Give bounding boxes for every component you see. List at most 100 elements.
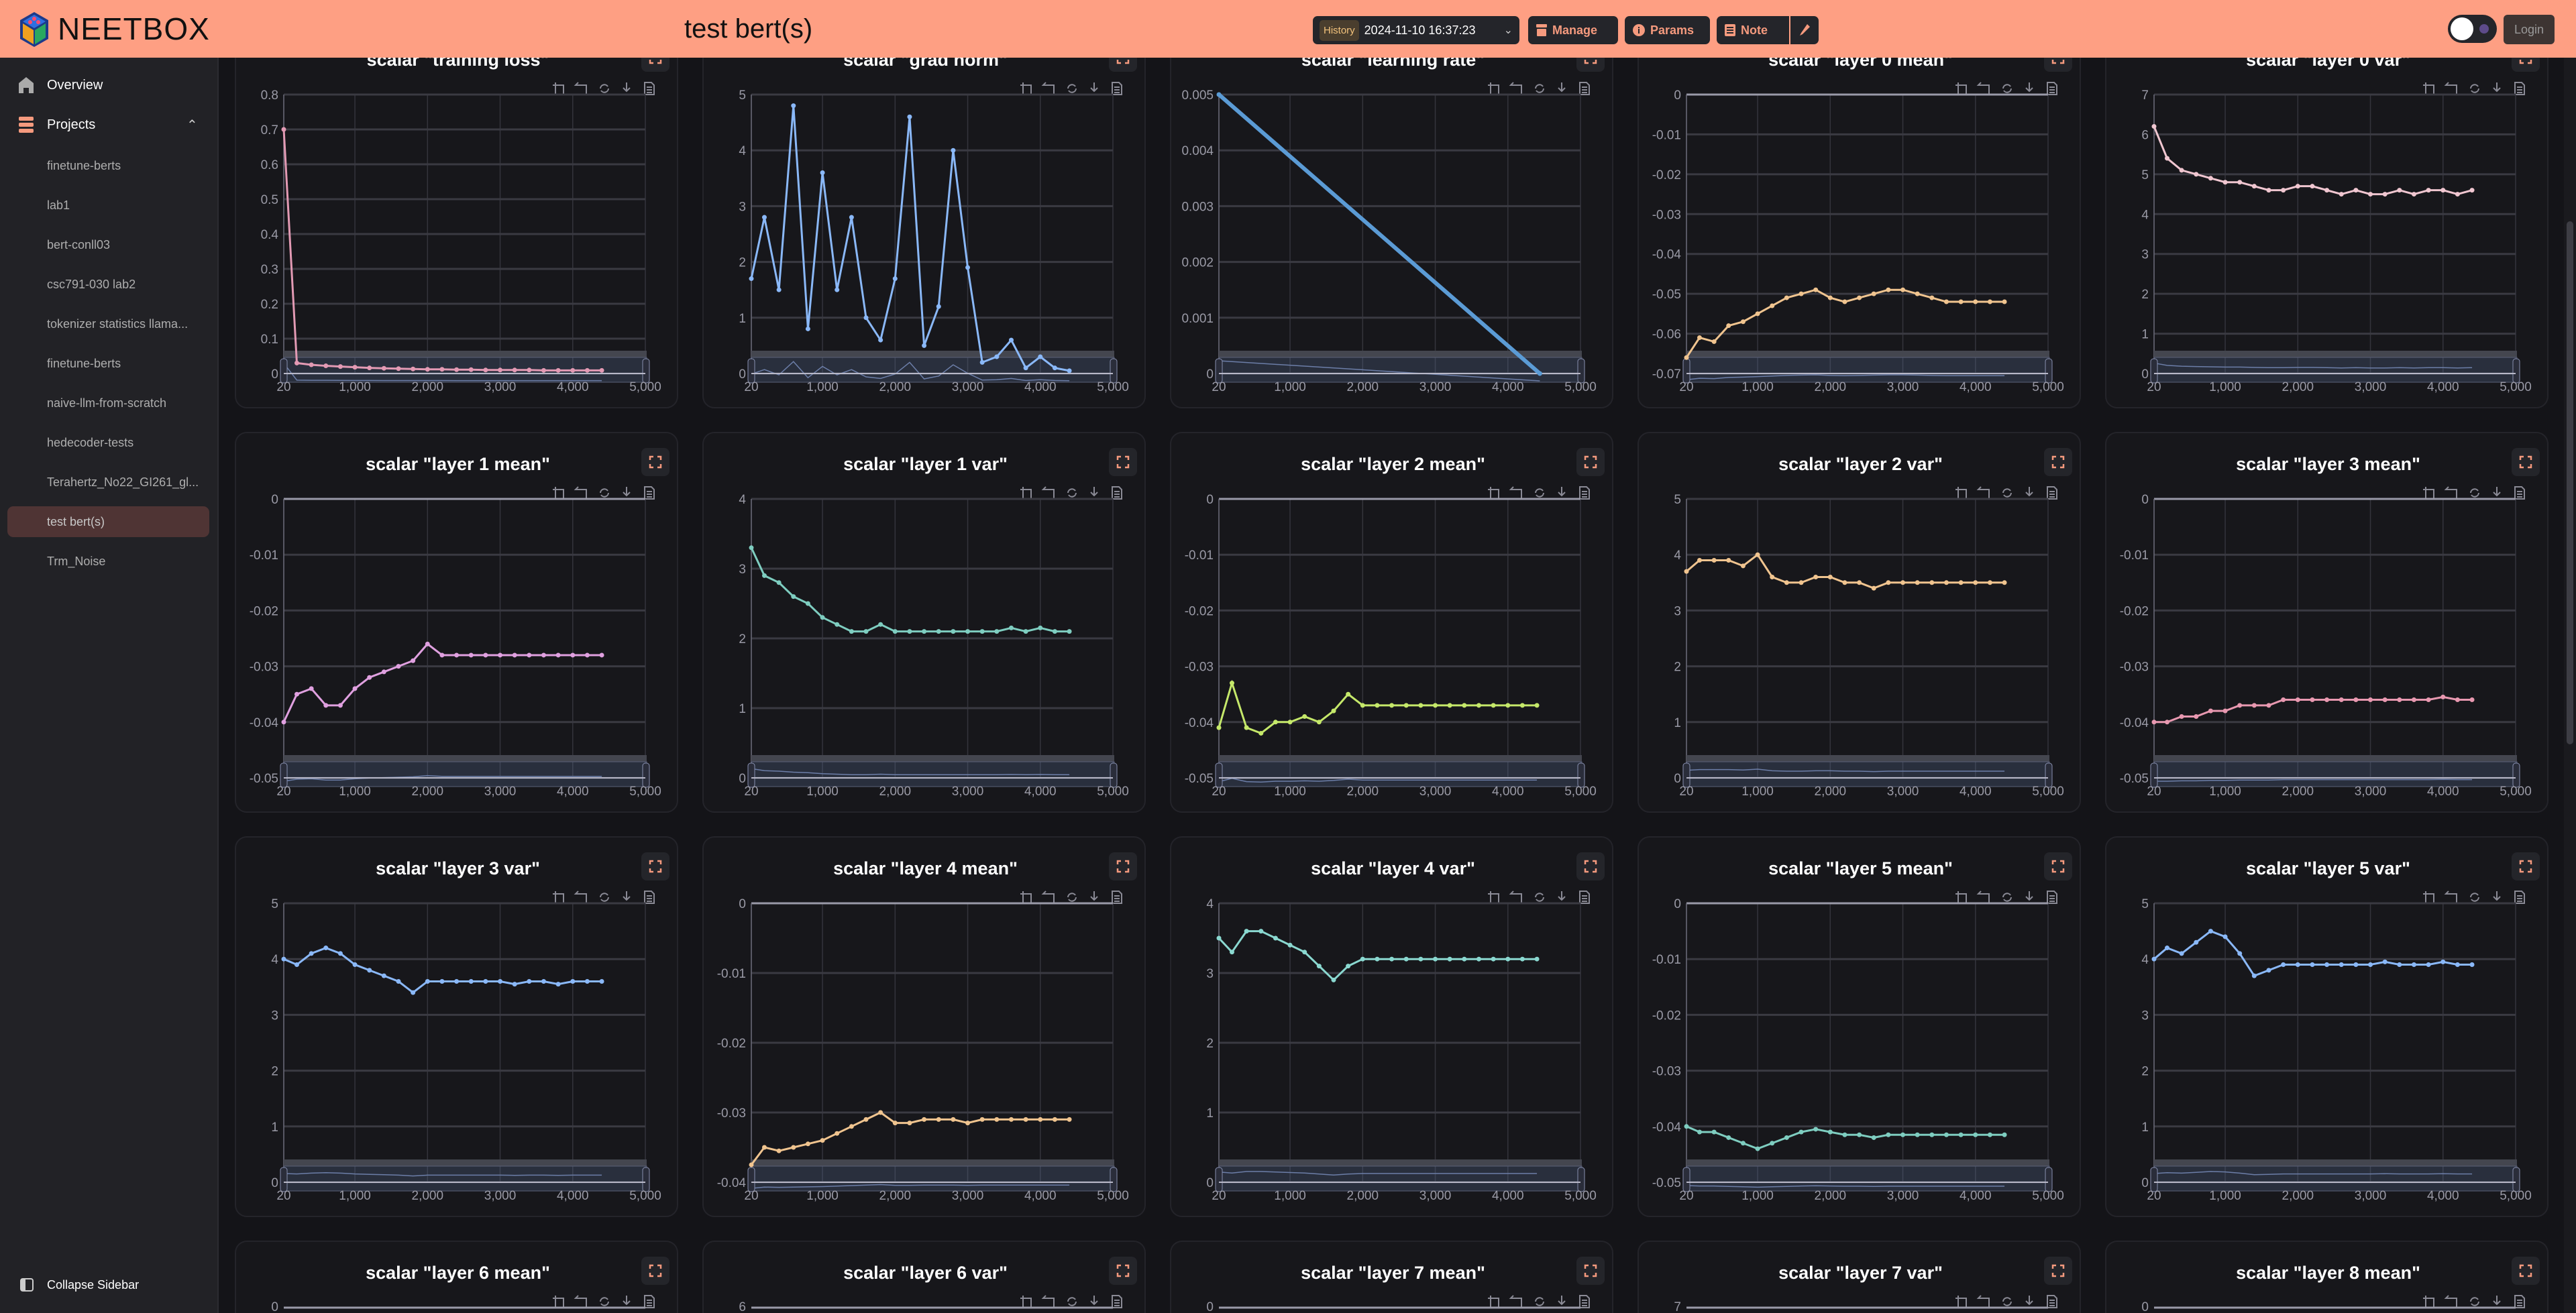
- data-point[interactable]: [425, 978, 430, 984]
- zoom-reset-icon[interactable]: [574, 82, 587, 95]
- data-point[interactable]: [1360, 703, 1365, 708]
- data-point[interactable]: [761, 215, 767, 220]
- slider-handle-right[interactable]: [2512, 1167, 2520, 1192]
- data-point[interactable]: [1987, 299, 1992, 304]
- data-point[interactable]: [2251, 703, 2257, 708]
- slider-handle-right[interactable]: [2512, 762, 2520, 788]
- data-point[interactable]: [1534, 956, 1540, 962]
- download-icon[interactable]: [1556, 1296, 1567, 1308]
- data-point[interactable]: [294, 691, 299, 697]
- data-point[interactable]: [1770, 303, 1775, 308]
- zoom-reset-icon[interactable]: [1976, 486, 1990, 500]
- slider-handle-right[interactable]: [1577, 1167, 1585, 1192]
- data-point[interactable]: [1052, 365, 1057, 371]
- data-point[interactable]: [2469, 962, 2475, 968]
- sidebar-project-item[interactable]: bert-conll03: [47, 237, 111, 251]
- data-point[interactable]: [555, 367, 561, 373]
- series-line[interactable]: [750, 105, 1070, 372]
- fullscreen-button[interactable]: [641, 852, 669, 880]
- data-point[interactable]: [936, 629, 941, 634]
- sidebar-project-item[interactable]: finetune-berts: [47, 356, 121, 370]
- data-point[interactable]: [555, 982, 561, 987]
- data-point[interactable]: [294, 962, 299, 968]
- data-point[interactable]: [439, 652, 445, 658]
- download-icon[interactable]: [1556, 891, 1567, 904]
- data-point[interactable]: [1273, 720, 1278, 725]
- slider-handle-left[interactable]: [280, 358, 288, 384]
- data-point[interactable]: [2310, 697, 2315, 703]
- data-point[interactable]: [2295, 184, 2300, 189]
- data-point[interactable]: [907, 629, 912, 634]
- data-point[interactable]: [2397, 697, 2402, 703]
- data-point[interactable]: [2426, 697, 2431, 703]
- data-point[interactable]: [2455, 697, 2460, 703]
- data-point[interactable]: [352, 962, 358, 968]
- data-point[interactable]: [2222, 934, 2228, 939]
- slider-handle-right[interactable]: [1110, 1167, 1118, 1192]
- data-point[interactable]: [468, 367, 474, 372]
- data-point[interactable]: [337, 364, 343, 369]
- data-point[interactable]: [2455, 962, 2460, 968]
- slider-handle-left[interactable]: [1215, 762, 1223, 788]
- data-point[interactable]: [1943, 1132, 1949, 1137]
- data-view-icon[interactable]: [1579, 486, 1590, 500]
- data-point[interactable]: [1008, 625, 1014, 630]
- slider-handle-left[interactable]: [747, 358, 755, 384]
- data-point[interactable]: [584, 978, 590, 984]
- zoom-icon[interactable]: [1488, 487, 1499, 500]
- data-zoom-slider[interactable]: [2153, 761, 2518, 787]
- data-point[interactable]: [323, 703, 329, 708]
- restore-icon[interactable]: [2470, 488, 2479, 498]
- data-point[interactable]: [1770, 1141, 1775, 1146]
- data-point[interactable]: [791, 594, 796, 600]
- data-point[interactable]: [337, 951, 343, 956]
- data-point[interactable]: [1886, 580, 1891, 585]
- data-point[interactable]: [1900, 580, 1906, 585]
- data-zoom-slider[interactable]: [1686, 357, 2050, 383]
- data-point[interactable]: [1684, 1124, 1689, 1129]
- data-point[interactable]: [1462, 703, 1467, 708]
- restore-icon[interactable]: [600, 893, 609, 902]
- data-point[interactable]: [599, 978, 604, 984]
- zoom-reset-icon[interactable]: [1509, 486, 1522, 500]
- brand-name[interactable]: NEETBOX: [58, 11, 210, 46]
- data-point[interactable]: [1929, 580, 1935, 585]
- data-point[interactable]: [1842, 580, 1847, 585]
- data-point[interactable]: [512, 982, 517, 987]
- restore-icon[interactable]: [2002, 893, 2012, 902]
- data-view-icon[interactable]: [2047, 1295, 2057, 1308]
- data-point[interactable]: [761, 573, 767, 578]
- data-point[interactable]: [439, 978, 445, 984]
- data-point[interactable]: [1943, 580, 1949, 585]
- data-point[interactable]: [1389, 956, 1395, 962]
- restore-icon[interactable]: [1067, 84, 1077, 93]
- download-icon[interactable]: [621, 1296, 632, 1308]
- data-point[interactable]: [761, 1145, 767, 1150]
- data-point[interactable]: [1067, 368, 1072, 374]
- data-point[interactable]: [2237, 703, 2243, 708]
- zoom-reset-icon[interactable]: [2444, 486, 2457, 500]
- data-point[interactable]: [498, 652, 503, 658]
- params-button[interactable]: Params: [1625, 16, 1710, 44]
- data-point[interactable]: [878, 1110, 883, 1115]
- theme-toggle[interactable]: [2448, 15, 2497, 43]
- restore-icon[interactable]: [1067, 488, 1077, 498]
- data-point[interactable]: [381, 973, 386, 978]
- data-point[interactable]: [599, 367, 604, 373]
- slider-handle-right[interactable]: [1110, 358, 1118, 384]
- slider-handle-left[interactable]: [2150, 1167, 2158, 1192]
- data-point[interactable]: [2397, 962, 2402, 968]
- data-point[interactable]: [1915, 580, 1920, 585]
- data-point[interactable]: [1973, 1132, 1978, 1137]
- slider-handle-left[interactable]: [747, 762, 755, 788]
- data-point[interactable]: [512, 367, 517, 373]
- data-view-icon[interactable]: [1112, 486, 1122, 500]
- data-point[interactable]: [584, 367, 590, 373]
- sidebar-project-item[interactable]: csc791-030 lab2: [47, 277, 136, 291]
- data-point[interactable]: [1684, 569, 1689, 574]
- slider-grip-bar[interactable]: [284, 755, 647, 762]
- data-point[interactable]: [411, 990, 416, 995]
- data-point[interactable]: [2324, 188, 2330, 193]
- data-point[interactable]: [878, 622, 883, 627]
